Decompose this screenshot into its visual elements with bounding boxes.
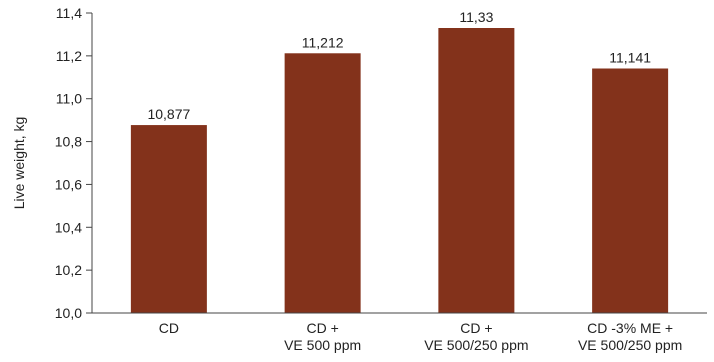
y-tick-label: 10,6 <box>55 176 82 192</box>
bars: 10,877 11,212 11,33 11,141 <box>130 9 669 314</box>
bar <box>438 28 515 313</box>
y-tick-label: 11,2 <box>56 48 82 64</box>
y-tick-label: 11,4 <box>56 5 82 21</box>
x-category-label: CD -3% ME + <box>587 320 673 336</box>
x-category-label: CD <box>159 320 179 336</box>
y-axis: 10,0 10,2 10,4 10,6 10,8 11,0 11,2 11,4 <box>55 5 93 321</box>
y-tick-label: 10,2 <box>55 262 82 278</box>
bar <box>130 125 207 313</box>
x-category-label: CD + <box>460 320 492 336</box>
y-tick-label: 11,0 <box>56 91 82 107</box>
data-label: 11,33 <box>459 9 493 25</box>
x-category-label: VE 500/250 ppm <box>424 337 528 353</box>
y-tick-label: 10,8 <box>55 134 82 150</box>
x-category-label: VE 500/250 ppm <box>578 337 682 353</box>
x-category-label: CD + <box>306 320 338 336</box>
bar <box>284 53 361 314</box>
y-axis-title-group: Live weight, kg <box>11 117 27 210</box>
data-label: 11,212 <box>302 34 344 50</box>
x-category-label: VE 500 ppm <box>284 337 361 353</box>
y-tick-label: 10,0 <box>55 305 82 321</box>
bar <box>592 68 669 313</box>
data-label: 11,141 <box>609 50 651 66</box>
y-tick-label: 10,4 <box>55 219 82 235</box>
data-label: 10,877 <box>147 106 190 122</box>
y-axis-title: Live weight, kg <box>11 117 27 210</box>
